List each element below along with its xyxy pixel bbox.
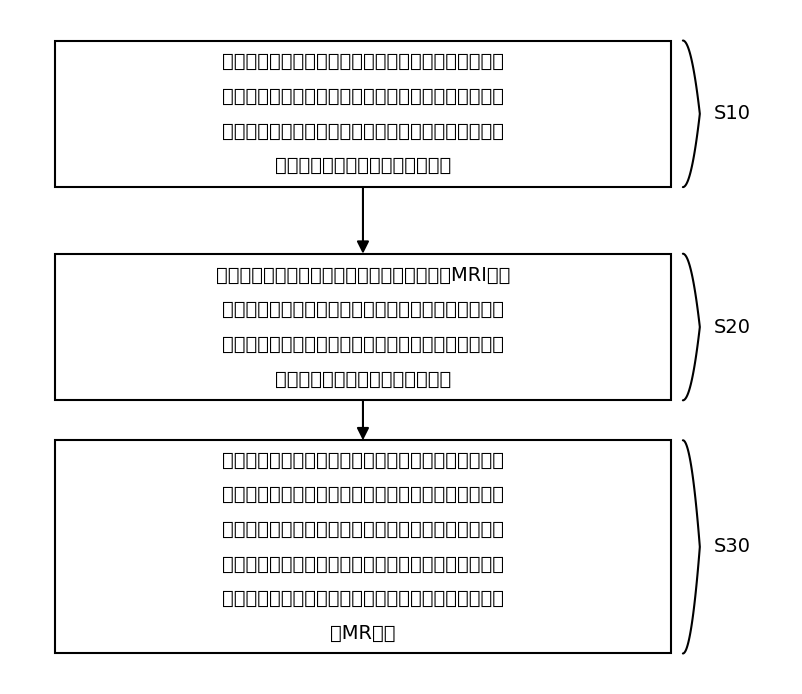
Text: 的跨模态分布映射关系将源模态的影像映射为对应的目: 的跨模态分布映射关系将源模态的影像映射为对应的目 bbox=[221, 485, 504, 505]
Text: S20: S20 bbox=[713, 318, 750, 337]
Text: 粗合成影像进行精细化增强，得到目标模态的跨模态合: 粗合成影像进行精细化增强，得到目标模态的跨模态合 bbox=[221, 589, 504, 609]
FancyBboxPatch shape bbox=[55, 40, 670, 187]
Text: S30: S30 bbox=[713, 537, 750, 557]
Text: 标模态的粗合成影像，将所述目标模态的粗合成影像输: 标模态的粗合成影像，将所述目标模态的粗合成影像输 bbox=[221, 520, 504, 539]
Text: 模型，利用全部数据对生成网络进行训练，得到训练好: 模型，利用全部数据对生成网络进行训练，得到训练好 bbox=[221, 301, 504, 319]
Text: 成MR影像: 成MR影像 bbox=[330, 624, 395, 643]
Text: 将源模态的影像输入训练好的生成网络中，利用学习得: 将源模态的影像输入训练好的生成网络中，利用学习得 bbox=[221, 451, 504, 470]
Text: 进行训练，得到训练好的增强网络: 进行训练，得到训练好的增强网络 bbox=[274, 369, 451, 389]
Text: 构造包括生成网络和增强网络的半监督多模态MRI合成: 构造包括生成网络和增强网络的半监督多模态MRI合成 bbox=[216, 266, 509, 285]
Text: 入训练好的增强网络，所述增强网络对所述目标模态的: 入训练好的增强网络，所述增强网络对所述目标模态的 bbox=[221, 555, 504, 574]
Text: 少部分成对数据，利用所述大部分不成对数据模拟现实: 少部分成对数据，利用所述大部分不成对数据模拟现实 bbox=[221, 87, 504, 106]
Text: S10: S10 bbox=[713, 104, 750, 124]
Text: 模拟现实中少部分完整多模态数据: 模拟现实中少部分完整多模态数据 bbox=[274, 156, 451, 176]
Text: 中大部分有模态缺失的数据，利用所述少部分成对数据: 中大部分有模态缺失的数据，利用所述少部分成对数据 bbox=[221, 121, 504, 141]
FancyBboxPatch shape bbox=[55, 254, 670, 400]
Text: 利用所有病例的多模态数据集构造大部分不成对数据和: 利用所有病例的多模态数据集构造大部分不成对数据和 bbox=[221, 52, 504, 71]
Text: 的生成网络，利用所述少部分成对数据对所述增强网络: 的生成网络，利用所述少部分成对数据对所述增强网络 bbox=[221, 335, 504, 354]
FancyBboxPatch shape bbox=[55, 440, 670, 654]
